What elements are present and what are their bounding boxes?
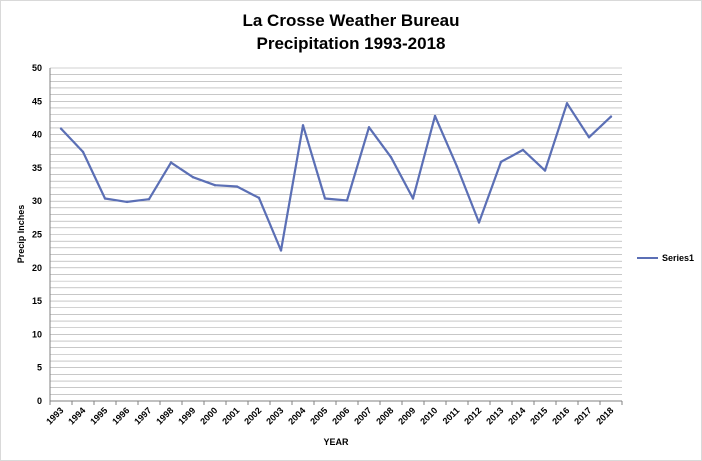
y-tick-label: 45 bbox=[32, 96, 42, 106]
data-point bbox=[323, 197, 327, 200]
data-point bbox=[169, 161, 173, 164]
x-tick-label: 2003 bbox=[264, 405, 285, 426]
y-tick-label: 0 bbox=[37, 396, 42, 406]
data-point bbox=[587, 136, 591, 139]
data-point bbox=[213, 184, 217, 187]
data-point bbox=[345, 199, 349, 202]
data-point bbox=[235, 185, 239, 188]
x-tick-label: 2011 bbox=[441, 405, 462, 426]
x-tick-label: 2007 bbox=[352, 405, 373, 426]
data-point bbox=[433, 114, 437, 118]
data-point bbox=[455, 165, 459, 168]
x-tick-label: 2000 bbox=[198, 405, 219, 426]
data-point bbox=[367, 126, 371, 129]
data-point bbox=[103, 197, 107, 200]
x-tick-label: 2008 bbox=[374, 405, 395, 426]
data-point bbox=[257, 196, 261, 200]
y-tick-label: 30 bbox=[32, 196, 42, 206]
data-point bbox=[411, 197, 415, 200]
x-tick-label: 2010 bbox=[418, 405, 439, 426]
x-tick-label: 1996 bbox=[110, 405, 131, 426]
x-tick-label: 2002 bbox=[242, 405, 263, 426]
gridlines bbox=[50, 67, 622, 402]
legend-label-series1: Series1 bbox=[662, 253, 695, 263]
y-tick-label: 15 bbox=[32, 296, 42, 306]
data-point bbox=[81, 150, 85, 154]
y-tick-label: 40 bbox=[32, 130, 42, 140]
x-tick-label: 2017 bbox=[572, 405, 593, 426]
data-point bbox=[389, 156, 393, 159]
x-tick-label: 2009 bbox=[396, 405, 417, 426]
y-axis-label: Precip Inches bbox=[16, 204, 26, 264]
chart-title-line2: Precipitation 1993-2018 bbox=[256, 34, 446, 53]
x-tick-label: 2004 bbox=[286, 405, 307, 426]
series-lines bbox=[59, 102, 613, 252]
data-point bbox=[543, 169, 547, 172]
data-point bbox=[279, 249, 283, 252]
x-axis-label: YEAR bbox=[323, 437, 349, 447]
x-tick-label: 1999 bbox=[176, 405, 197, 426]
x-tick-label: 2001 bbox=[220, 405, 241, 426]
data-point bbox=[301, 124, 305, 127]
x-tick-label: 2015 bbox=[528, 405, 549, 426]
data-point bbox=[565, 102, 569, 105]
x-tick-label: 1993 bbox=[44, 405, 65, 426]
x-tick-label: 2018 bbox=[594, 405, 615, 426]
x-tick-label: 1995 bbox=[88, 405, 109, 426]
data-point bbox=[521, 148, 525, 152]
series-line-series1 bbox=[60, 102, 612, 252]
data-point bbox=[125, 200, 129, 204]
x-tick-label: 2005 bbox=[308, 405, 329, 426]
data-point bbox=[147, 198, 151, 201]
data-point bbox=[499, 160, 503, 164]
x-tick-label: 2013 bbox=[484, 405, 505, 426]
y-tick-label: 5 bbox=[37, 363, 42, 373]
legend: Series1 bbox=[637, 253, 694, 263]
x-tick-label: 2012 bbox=[462, 405, 483, 426]
y-tick-label: 20 bbox=[32, 263, 42, 273]
data-point bbox=[609, 115, 613, 118]
y-tick-label: 50 bbox=[32, 63, 42, 73]
data-point bbox=[191, 176, 195, 179]
y-tick-label: 35 bbox=[32, 163, 42, 173]
axes bbox=[49, 68, 623, 405]
x-tick-label: 2016 bbox=[550, 405, 571, 426]
chart-title: La Crosse Weather Bureau Precipitation 1… bbox=[1, 9, 701, 55]
chart-title-line1: La Crosse Weather Bureau bbox=[242, 11, 460, 30]
x-tick-label: 1997 bbox=[132, 405, 153, 426]
x-tick-label: 2014 bbox=[506, 405, 527, 426]
legend-swatch-series1 bbox=[637, 257, 658, 259]
x-tick-label: 2006 bbox=[330, 405, 351, 426]
data-point bbox=[59, 127, 63, 130]
x-tick-label: 1994 bbox=[66, 405, 87, 426]
y-tick-label: 25 bbox=[32, 230, 42, 240]
y-tick-labels: 0 5 10 15 20 25 30 35 40 45 50 bbox=[32, 63, 42, 406]
x-tick-label: 1998 bbox=[154, 405, 175, 426]
y-tick-label: 10 bbox=[32, 329, 42, 339]
x-tick-labels: 1993 1994 1995 1996 1997 1998 1999 2000 2001 2002… bbox=[44, 405, 615, 426]
data-point bbox=[477, 221, 481, 224]
